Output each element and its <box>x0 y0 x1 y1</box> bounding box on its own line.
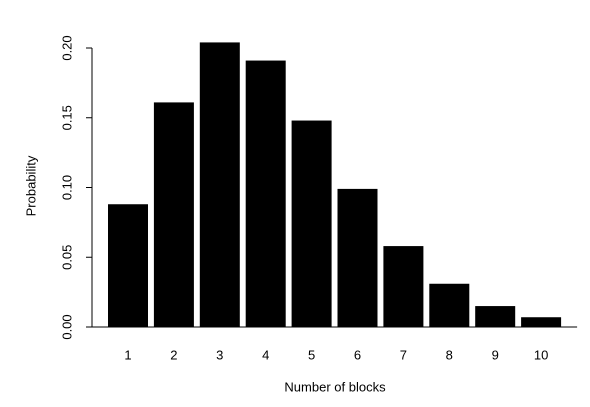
x-tick-label: 4 <box>262 347 269 362</box>
x-tick-label: 2 <box>170 347 177 362</box>
bar <box>108 204 148 327</box>
bar <box>291 120 332 327</box>
bar <box>429 283 470 327</box>
y-tick-label: 0.10 <box>59 175 74 200</box>
x-axis-label: Number of blocks <box>284 379 386 394</box>
x-tick-label: 1 <box>124 347 131 362</box>
y-tick-label: 0.20 <box>59 35 74 60</box>
x-tick-label: 5 <box>308 347 315 362</box>
y-tick-label: 0.00 <box>59 314 74 339</box>
bar <box>383 246 424 327</box>
bar <box>245 60 286 328</box>
bar <box>475 306 516 327</box>
x-tick-label: 10 <box>534 347 548 362</box>
x-tick-label: 9 <box>492 347 499 362</box>
bar <box>199 42 240 328</box>
bar <box>521 317 562 327</box>
y-axis-label: Probability <box>23 155 38 216</box>
x-tick-label: 3 <box>216 347 223 362</box>
y-tick-label: 0.05 <box>59 245 74 270</box>
bar <box>153 102 194 327</box>
x-tick-label: 7 <box>400 347 407 362</box>
bar <box>337 188 378 327</box>
x-tick-label: 8 <box>446 347 453 362</box>
y-tick-label: 0.15 <box>59 105 74 130</box>
x-tick-label: 6 <box>354 347 361 362</box>
